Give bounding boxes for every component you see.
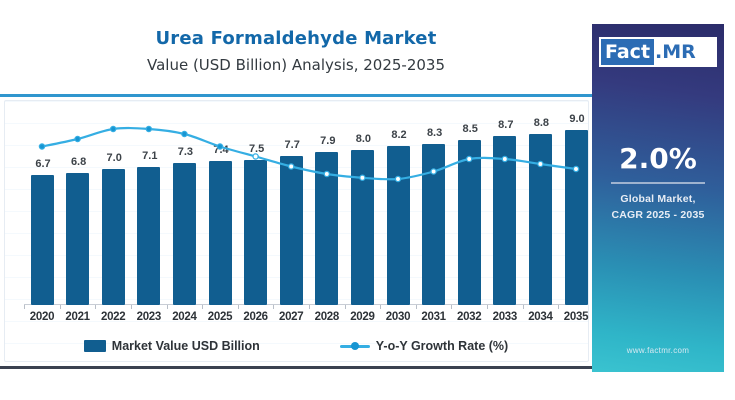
- bar-series-swatch-icon: [83, 340, 106, 352]
- chart-header: Urea Formaldehyde Market Value (USD Bill…: [0, 28, 592, 74]
- cagr-caption-line1: Global Market,: [620, 193, 696, 205]
- legend-label-growth-rate: Y-o-Y Growth Rate (%): [375, 339, 509, 353]
- brand-sidebar: Fact .MR 2.0% Global Market, CAGR 2025 -…: [592, 24, 724, 372]
- line-series-swatch-icon: [339, 342, 370, 350]
- cagr-divider-line: [611, 182, 705, 184]
- cagr-value: 2.0%: [619, 142, 697, 175]
- footer-divider-rule: [0, 366, 592, 369]
- chart-legend: Market Value USD Billion Y-o-Y Growth Ra…: [0, 336, 592, 356]
- cagr-caption: Global Market, CAGR 2025 - 2035: [592, 192, 724, 223]
- legend-label-market-value: Market Value USD Billion: [111, 339, 260, 353]
- legend-item-market-value: Market Value USD Billion: [83, 339, 260, 353]
- chart-title: Urea Formaldehyde Market: [155, 28, 437, 49]
- chart-card: [4, 100, 589, 362]
- factmr-logo-fact-segment: Fact: [601, 39, 655, 65]
- factmr-logo: Fact .MR: [599, 37, 717, 67]
- chart-subtitle: Value (USD Billion) Analysis, 2025-2035: [147, 56, 445, 74]
- header-divider-rule: [0, 94, 592, 97]
- website-url: www.factmr.com: [626, 346, 690, 355]
- factmr-logo-mr-segment: .MR: [654, 39, 715, 65]
- cagr-caption-line2: CAGR 2025 - 2035: [611, 208, 705, 221]
- legend-item-growth-rate: Y-o-Y Growth Rate (%): [339, 339, 509, 353]
